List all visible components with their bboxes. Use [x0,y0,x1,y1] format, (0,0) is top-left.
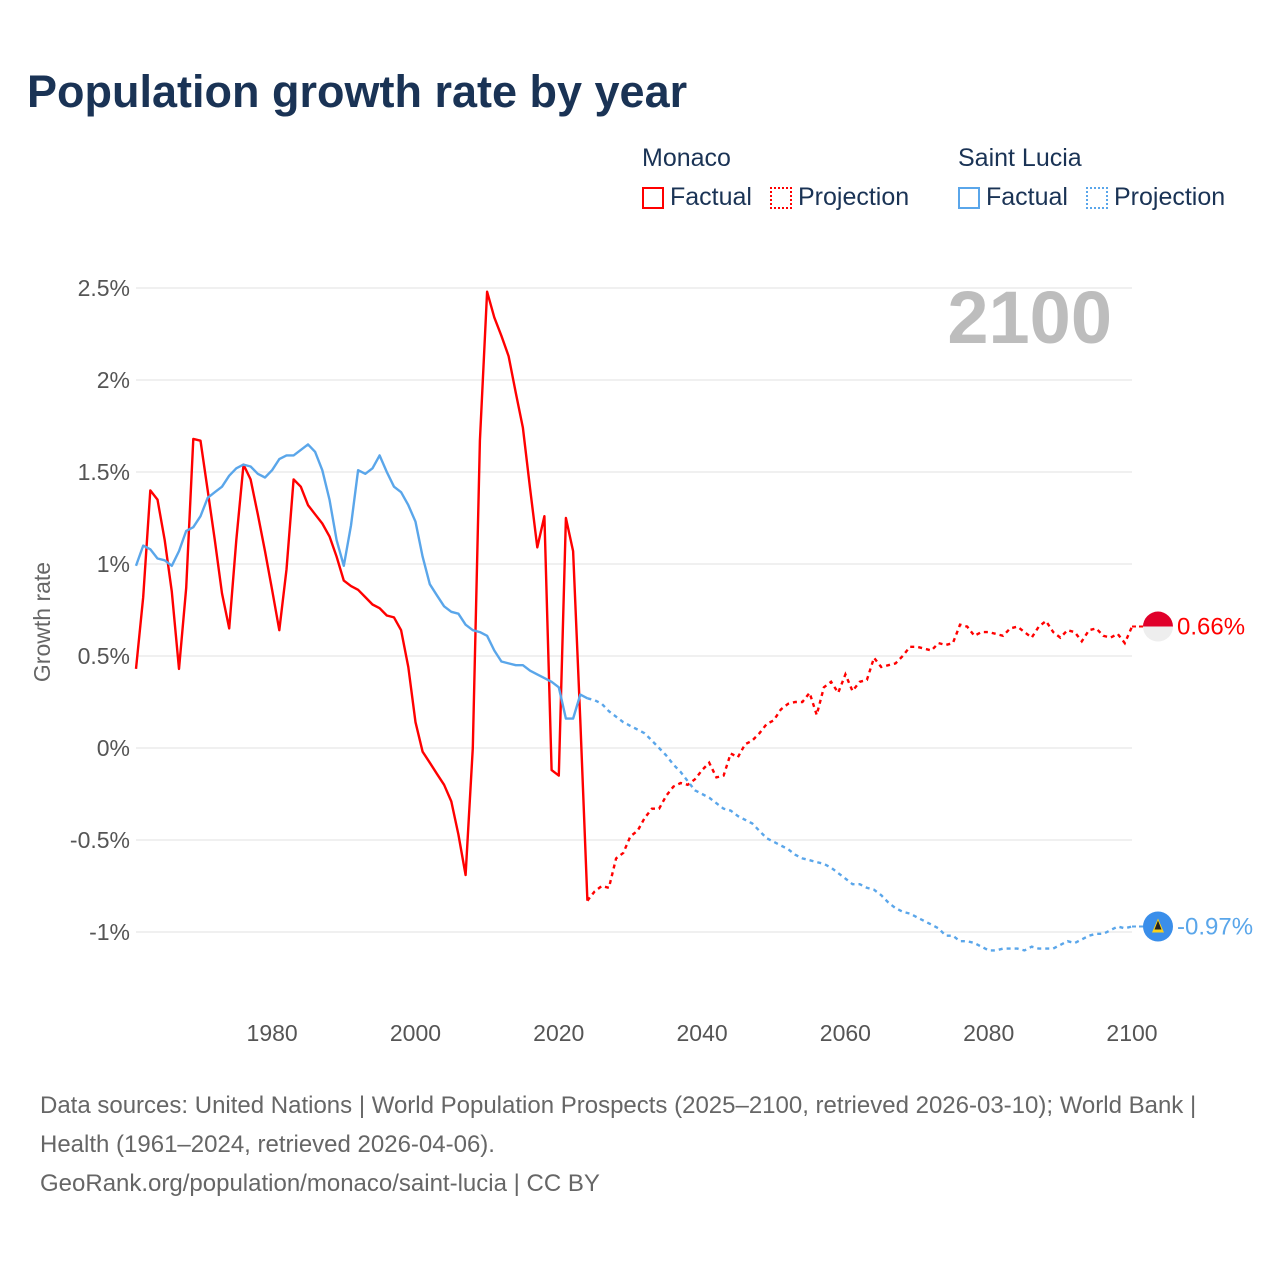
footer: Data sources: United Nations | World Pop… [40,1086,1230,1203]
monaco-flag-icon [1143,611,1173,627]
monaco-end-value-label: 0.66% [1177,614,1245,641]
legend-monaco-projection[interactable]: Projection [769,183,910,212]
x-tick-label: 2000 [390,1020,441,1046]
y-tick-label: 2.5% [78,275,130,301]
legend-saint-lucia: Saint Lucia Factual Projection [958,144,1225,212]
saint-lucia-flag-icon [1154,920,1162,930]
dotted-swatch-icon [769,186,792,209]
x-tick-label: 2060 [820,1020,871,1046]
legend-label: Projection [797,183,910,211]
y-tick-label: 0% [97,735,130,761]
data-sources: Data sources: United Nations | World Pop… [40,1092,1197,1158]
x-tick-label: 2080 [963,1020,1014,1046]
dotted-swatch-icon [1085,186,1108,209]
y-tick-label: 0.5% [78,643,130,669]
legend-monaco: Monaco Factual Projection [642,144,909,212]
y-tick-label: 2% [97,367,130,393]
series-lines [134,290,1134,952]
legend-group-label: Monaco [642,144,731,172]
legend-group-label: Saint Lucia [958,144,1082,172]
x-tick-label: 2020 [533,1020,584,1046]
solid-swatch-icon [642,186,664,209]
legend-label: Factual [670,183,752,211]
x-tick-label: 2100 [1106,1020,1157,1046]
y-axis-ticks: 2.5% 2% 1.5% 1% 0.5% 0% -0.5% -1% [70,275,130,945]
solid-swatch-icon [958,186,980,209]
legend-monaco-factual[interactable]: Factual [642,183,752,212]
y-tick-label: -1% [89,919,130,945]
legend-label: Projection [1113,183,1226,211]
y-tick-label: -0.5% [70,827,130,853]
x-tick-label: 1980 [247,1020,298,1046]
y-tick-label: 1% [97,551,130,577]
saint-lucia-end-value-label: -0.97% [1177,913,1253,940]
x-axis-ticks: 1980 2000 2020 2040 2060 2080 2100 [247,1020,1158,1046]
saint-lucia-projection-line [587,697,1133,952]
monaco-projection-line [586,619,1134,902]
legend-label: Factual [986,183,1068,211]
current-year-label: 2100 [947,276,1112,359]
chart-title: Population growth rate by year [27,66,688,117]
saint-lucia-factual-line [134,443,588,720]
legend-saint-lucia-factual[interactable]: Factual [958,183,1068,212]
y-tick-label: 1.5% [78,459,130,485]
legend-saint-lucia-projection[interactable]: Projection [1085,183,1226,212]
end-markers: 0.66% -0.97% [1132,611,1253,942]
monaco-flag-icon [1143,626,1173,642]
y-axis-label: Growth rate [29,562,55,682]
attribution-link[interactable]: GeoRank.org/population/monaco/saint-luci… [40,1170,600,1197]
monaco-factual-line [134,290,589,901]
x-tick-label: 2040 [676,1020,727,1046]
gridlines [136,287,1132,933]
